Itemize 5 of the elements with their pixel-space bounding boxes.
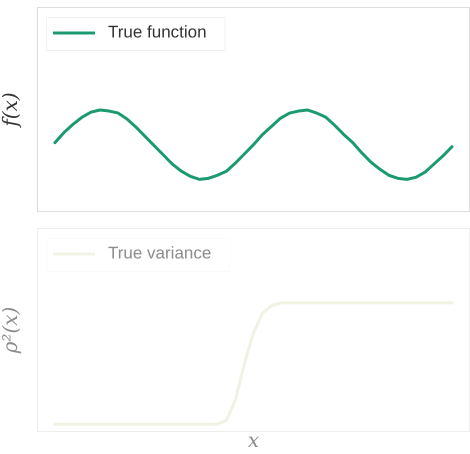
x-axis-title: x — [248, 428, 260, 452]
y-axis-title: ρ²(x) — [0, 306, 22, 354]
legend-label: True variance — [108, 244, 212, 263]
y-axis-title: f(x) — [0, 92, 22, 129]
legend-label: True function — [108, 22, 207, 42]
